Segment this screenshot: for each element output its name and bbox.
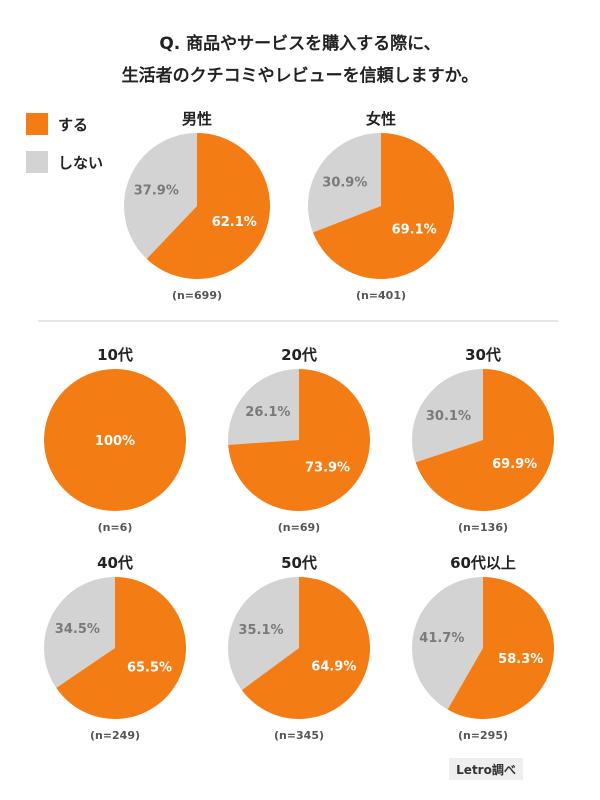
pie-chart-6: 50代 64.9% 35.1% (n=345): [228, 554, 370, 742]
pie-chart-2: 10代 100% (n=6): [44, 346, 186, 534]
source-badge-bg: [449, 758, 523, 780]
pie-slice-no: [228, 577, 299, 691]
pie-slice-no: [307, 133, 381, 233]
pie-slice-yes: [447, 577, 555, 719]
pie-label-yes: 69.1%: [392, 223, 437, 238]
pie-title: 60代以上: [450, 554, 516, 572]
pie-label-yes: 62.1%: [212, 215, 257, 230]
legend-swatch-no: [26, 151, 48, 173]
pie-label-no: 41.7%: [419, 631, 464, 646]
pie-label-no: 37.9%: [134, 184, 179, 199]
pie-title: 10代: [97, 346, 133, 364]
chart-title-line1: Q. 商品やサービスを購入する際に、: [159, 33, 440, 54]
pie-slice-yes: [228, 369, 370, 511]
pie-label-yes: 65.5%: [127, 660, 172, 675]
pie-label-no: 30.1%: [426, 409, 471, 424]
pie-sample-size: (n=6): [98, 521, 133, 534]
legend: する しない: [26, 113, 103, 173]
source-badge: Letro調べ: [449, 758, 523, 780]
pie-label-yes: 73.9%: [305, 461, 350, 476]
pie-title: 30代: [465, 346, 501, 364]
pie-chart-1: 女性 69.1% 30.9% (n=401): [307, 110, 454, 302]
pie-slice-yes: [44, 369, 186, 511]
pie-title: 50代: [281, 554, 317, 572]
pie-label-yes: 58.3%: [498, 652, 543, 667]
pie-slice-yes: [146, 133, 270, 280]
pie-chart-4: 30代 69.9% 30.1% (n=136): [412, 346, 555, 534]
pie-label-no: 34.5%: [55, 622, 100, 637]
pie-sample-size: (n=401): [356, 289, 406, 302]
pie-sample-size: (n=699): [172, 289, 222, 302]
pie-slice-no: [123, 133, 197, 259]
pie-title: 40代: [97, 554, 133, 572]
pie-title: 男性: [182, 110, 212, 128]
pie-title: 20代: [281, 346, 317, 364]
pie-sample-size: (n=136): [458, 521, 508, 534]
pie-sample-size: (n=345): [274, 729, 324, 742]
legend-swatch-yes: [26, 113, 48, 135]
pie-chart-7: 60代以上 58.3% 41.7% (n=295): [412, 554, 555, 742]
pie-label-no: 30.9%: [322, 175, 367, 190]
source-text: Letro調べ: [456, 762, 516, 777]
pie-slice-no: [228, 369, 299, 445]
pie-chart-0: 男性 62.1% 37.9% (n=699): [123, 110, 270, 302]
pie-label-no: 35.1%: [238, 623, 283, 638]
pie-sample-size: (n=249): [90, 729, 140, 742]
legend-label-no: しない: [58, 154, 103, 172]
pie-charts-group: 男性 62.1% 37.9% (n=699) 女性 69.1% 30.9% (n=401) 10…: [44, 110, 555, 742]
pie-slice-no: [44, 577, 115, 688]
pie-chart-5: 40代 65.5% 34.5% (n=249): [44, 554, 186, 742]
chart-title-line2: 生活者のクチコミやレビューを信頼しますか。: [122, 65, 479, 86]
pie-sample-size: (n=295): [458, 729, 508, 742]
pie-slice-yes: [241, 577, 370, 719]
pie-title: 女性: [366, 110, 396, 128]
pie-label-yes: 64.9%: [311, 660, 356, 675]
pie-slice-yes: [312, 133, 454, 279]
legend-label-yes: する: [58, 116, 88, 134]
pie-sample-size: (n=69): [278, 521, 320, 534]
pie-label-no: 26.1%: [245, 405, 290, 420]
pie-slice-no: [412, 369, 483, 463]
pie-slice-yes: [56, 577, 186, 720]
pie-chart-3: 20代 73.9% 26.1% (n=69): [228, 346, 370, 534]
pie-slice-yes: [415, 369, 555, 511]
pie-label-yes: 69.9%: [492, 457, 537, 472]
pie-label-yes: 100%: [95, 434, 135, 449]
pie-slice-no: [412, 576, 483, 710]
